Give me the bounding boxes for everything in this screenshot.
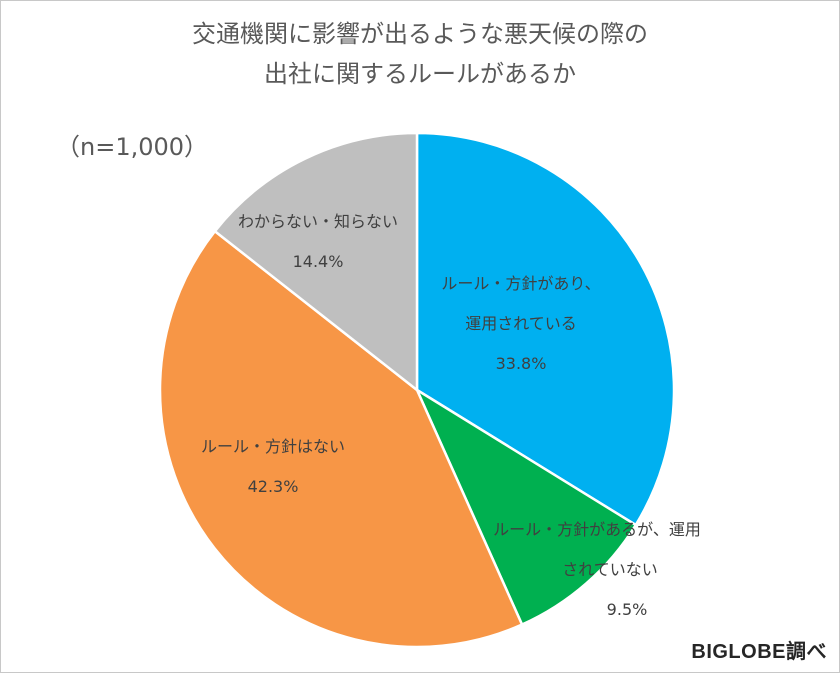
slice-not-operated: [415, 388, 637, 626]
slice-label-not-operated-line1: ルール・方針があるが、運用: [493, 520, 701, 539]
slice-value-no-rule: 42.3%: [247, 477, 299, 496]
slice-label-not-operated: ルール・方針があるが、運用 されていない 9.5%: [457, 519, 737, 621]
chart-title-line1: 交通機関に影響が出るような悪天候の際の: [192, 20, 648, 48]
slice-label-operated-line2: 運用されている: [465, 314, 577, 333]
slice-label-no-rule: ルール・方針はない 42.3%: [183, 436, 363, 498]
chart-title-line2: 出社に関するルールがあるか: [264, 60, 576, 88]
slice-value-not-operated: 9.5%: [606, 600, 648, 619]
slice-label-not-operated-line2: されていない: [562, 560, 658, 579]
slice-no-rule: [158, 229, 524, 649]
source-credit: BIGLOBE調べ: [691, 641, 827, 663]
slice-label-unknown-line1: わからない・知らない: [237, 212, 398, 231]
slice-label-unknown: わからない・知らない 14.4%: [223, 211, 413, 273]
slice-operated: [415, 131, 676, 527]
slice-label-operated: ルール・方針があり、 運用されている 33.8%: [421, 273, 621, 375]
slice-value-operated: 33.8%: [495, 354, 547, 373]
slice-label-operated-line1: ルール・方針があり、: [441, 274, 601, 293]
slice-unknown: [213, 131, 419, 392]
sample-size-label: （n=1,000）: [56, 133, 209, 161]
slice-value-unknown: 14.4%: [292, 252, 344, 271]
slice-label-no-rule-line1: ルール・方針はない: [200, 437, 345, 456]
